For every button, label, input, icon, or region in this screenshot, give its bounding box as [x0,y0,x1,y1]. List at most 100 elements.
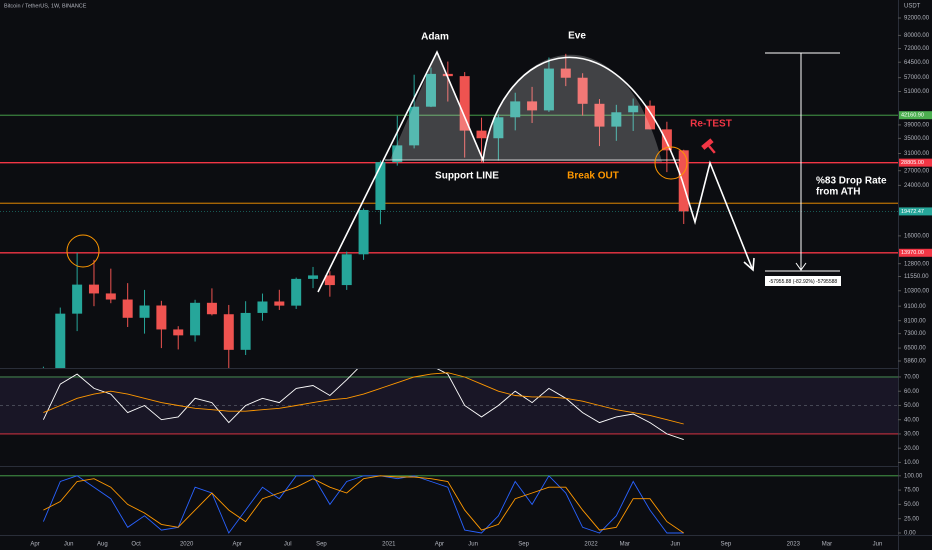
axes: 92000.00 80000.00 72000.00 64500.00 57000.00… [30,16,932,548]
level-label: 28805.00 [901,160,924,166]
x-tick-label: 2021 [382,542,396,548]
candle-body [139,305,150,318]
series-line [42,475,684,534]
level-label: 13970.00 [901,250,924,256]
y-tick-label: 57000.00 [904,75,930,81]
x-tick-label: Apr [435,542,444,548]
drawings: Bitcoin / TetherUS, 1W, BINANCE USDT Ada… [4,3,921,293]
annotation: Re-TEST [690,119,732,130]
candle-body [628,105,639,113]
x-tick-label: Jul [284,542,292,548]
measure-arrow [795,262,807,271]
measure-label: -57955.88 (-82.92%) -5795588 [769,279,838,285]
rsi-band [0,376,898,434]
annotation: %83 Drop Rate [816,176,887,187]
highlight-circle [66,234,100,268]
y-tick-label: 39000.00 [904,122,930,128]
candle-body [594,103,605,127]
candle-body [341,254,352,286]
x-tick-label: Mar [620,542,630,548]
candle-body [527,101,538,111]
x-tick-label: 2023 [787,542,801,548]
y-tick-label: 24000.00 [904,183,930,189]
candle-body [72,284,83,314]
candle-body [560,68,571,78]
y-tick-label: 7300.00 [904,331,926,337]
x-tick-label: Jun [873,542,883,548]
candle-body [493,117,504,139]
y-tick-label: 50.00 [904,403,920,409]
hammer-icon [701,138,716,154]
currency: USDT [904,4,921,10]
candle-body [88,284,99,294]
x-tick-label: 2020 [180,542,194,548]
y-tick-label: 60.00 [904,389,920,395]
x-tick-label: Sep [518,542,529,548]
y-tick-label: 10.00 [904,460,920,466]
candle-body [678,150,689,212]
y-tick-label: 40.00 [904,417,920,423]
annotation: Eve [568,31,586,42]
candle-body [223,314,234,350]
y-tick-label: 25.00 [904,516,920,522]
y-tick-label: 31000.00 [904,151,930,157]
candle-body [190,302,201,336]
x-tick-label: Jun [670,542,680,548]
candle-body [257,301,268,313]
last-price-label: 19472.47 [901,209,924,215]
pattern-line [317,50,753,293]
candle-body [206,302,217,315]
candle-body [392,145,403,163]
annotation: Support LINE [435,171,499,182]
highlight-circle [654,146,688,180]
x-tick-label: 2022 [584,542,598,548]
candle-body [274,301,285,306]
y-tick-label: 10300.00 [904,288,930,294]
y-tick-label: 6500.00 [904,346,926,352]
y-tick-label: 100.00 [904,473,923,479]
y-tick-label: 51000.00 [904,89,930,95]
measure-label-box [765,276,841,286]
annotation: from ATH [816,187,860,198]
x-tick-label: Jun [64,542,74,548]
y-tick-label: 75.00 [904,488,920,494]
candle-body [476,130,487,139]
y-tick-label: 30.00 [904,432,920,438]
y-tick-label: 0.00 [904,531,916,537]
candle-body [409,106,420,146]
y-tick-label: 80000.00 [904,33,930,39]
y-tick-label: 50.00 [904,502,920,508]
y-tick-label: 64500.00 [904,60,930,66]
candle-body [577,77,588,104]
series-line [43,475,684,534]
y-tick-label: 8100.00 [904,318,926,324]
candle-body [324,275,335,286]
candle-body [661,129,672,151]
candle-body [105,293,116,300]
candle-body [156,305,167,330]
y-tick-label: 35000.00 [904,136,930,142]
pattern-fill [390,52,662,162]
y-tick-label: 92000.00 [904,16,930,22]
candle-body [645,105,656,130]
x-tick-label: Sep [316,542,327,548]
candle-body [358,209,369,255]
x-tick-label: Apr [233,542,242,548]
candle-body [173,329,184,336]
x-tick-label: Aug [97,542,108,548]
annotation: Adam [421,32,449,43]
level-label-box [899,248,932,257]
candle-body [425,73,436,107]
stoch-pane [0,475,898,534]
last-price-box [899,207,932,216]
candle-body [122,299,133,318]
y-tick-label: 16000.00 [904,233,930,239]
candle-body [442,73,453,77]
y-tick-label: 70.00 [904,375,920,381]
y-tick-label: 72000.00 [904,46,930,52]
candle-body [375,162,386,210]
annotation: Break OUT [567,171,619,182]
candle-body [459,76,470,131]
candle-body [55,313,66,368]
